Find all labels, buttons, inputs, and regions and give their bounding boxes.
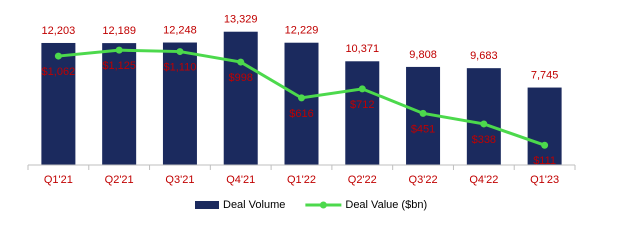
bar (162, 42, 197, 165)
value-label: $616 (289, 108, 313, 120)
line-point (298, 94, 305, 102)
value-label: 12,203 (42, 25, 76, 37)
line-point (54, 52, 62, 60)
line-point (419, 109, 427, 117)
x-tick-label: Q3'22 (409, 174, 438, 186)
value-label: $111 (533, 155, 556, 167)
bar (527, 87, 562, 165)
bar (223, 31, 258, 166)
value-label: 10,371 (345, 43, 379, 55)
value-label: 12,229 (285, 25, 319, 37)
legend-label: Deal Value ($bn) (345, 199, 427, 211)
value-label: 9,808 (409, 49, 437, 61)
bar (284, 42, 319, 165)
value-label: $451 (411, 123, 435, 135)
value-label: 7,745 (531, 69, 559, 81)
x-tick-label: Q1'23 (530, 174, 559, 186)
value-label: $998 (228, 72, 252, 84)
value-label: 13,329 (224, 14, 258, 26)
x-tick-label: Q1'21 (44, 174, 73, 186)
value-label: 9,683 (470, 50, 498, 62)
bar (345, 61, 380, 165)
legend-swatch (195, 201, 219, 209)
value-label: $1,110 (164, 61, 197, 73)
bar (41, 42, 76, 165)
line-point (541, 141, 549, 149)
value-label: $1,062 (42, 66, 76, 78)
x-tick-label: Q2'22 (348, 174, 377, 186)
value-label: 12,189 (102, 25, 136, 37)
x-tick-label: Q4'22 (469, 174, 498, 186)
line-point (115, 46, 123, 54)
x-tick-label: Q1'22 (287, 174, 316, 186)
x-tick-label: Q2'21 (105, 174, 134, 186)
legend-label: Deal Volume (223, 199, 285, 211)
value-label: $338 (472, 134, 496, 146)
x-tick-label: Q4'21 (226, 174, 255, 186)
x-tick-label: Q3'21 (165, 174, 194, 186)
value-label: 12,248 (163, 24, 197, 36)
value-label: $1,125 (102, 60, 136, 72)
line-point (176, 48, 184, 56)
legend-swatch (319, 201, 327, 209)
line-point (237, 58, 245, 66)
chart: 12,203 12,189 12,248 13,329 12,229 10,371 9,80… (27, 14, 576, 211)
bar (102, 43, 137, 165)
line-point (358, 85, 366, 93)
value-label: $712 (350, 99, 374, 111)
bar (466, 68, 501, 165)
line-point (480, 120, 488, 128)
